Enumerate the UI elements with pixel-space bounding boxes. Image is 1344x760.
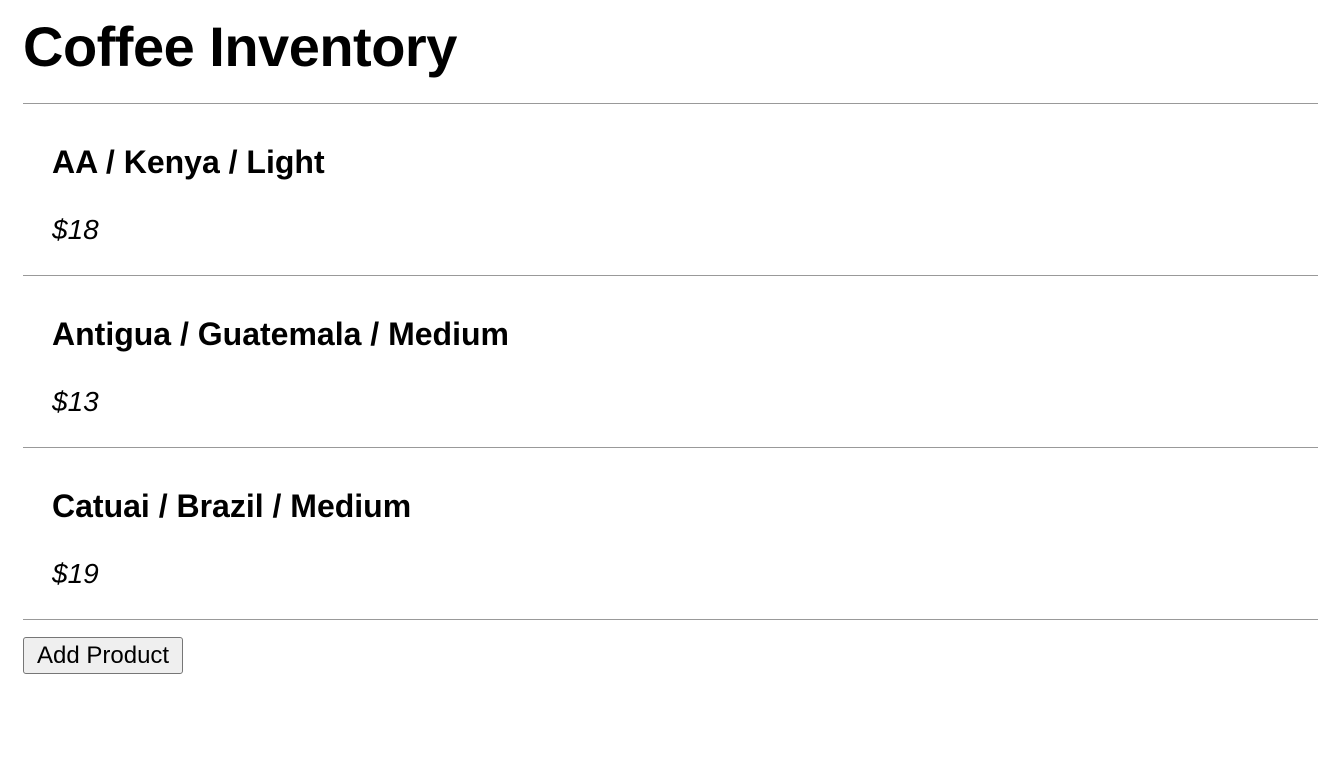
product-price: $18 [52,214,99,245]
product-name: Antigua / Guatemala / Medium [52,316,509,352]
product-name: Catuai / Brazil / Medium [52,488,412,524]
product-price: $13 [52,386,99,417]
add-product-button[interactable]: Add Product [23,637,184,674]
product-price: $19 [52,558,99,589]
product-name: AA / Kenya / Light [52,144,325,180]
page-title: Coffee Inventory [23,0,1318,104]
product-item: Catuai / Brazil / Medium $19 [23,448,1318,620]
product-item: AA / Kenya / Light $18 [23,104,1318,276]
product-item: Antigua / Guatemala / Medium $13 [23,276,1318,448]
product-list: AA / Kenya / Light $18 Antigua / Guatema… [23,104,1318,620]
